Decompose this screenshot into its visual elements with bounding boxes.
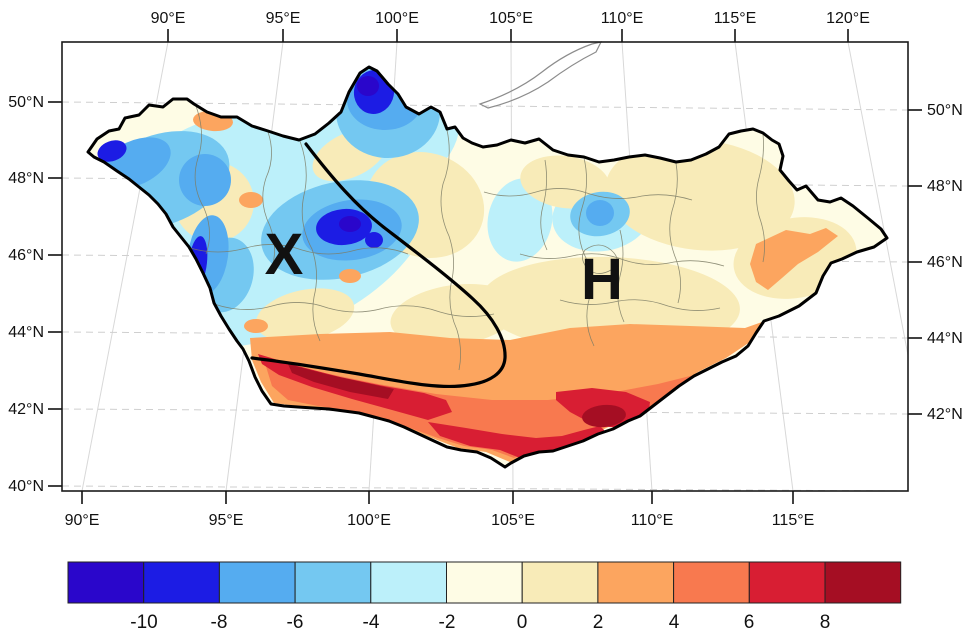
colorbar-tick-label: -6	[287, 612, 304, 632]
fill-navy	[357, 76, 379, 96]
fill-orange-spot	[339, 269, 361, 283]
axis-tick-label: 42°N	[8, 401, 44, 418]
fill-tan	[605, 139, 795, 251]
axis-labels: 90°E 95°E 100°E 105°E 110°E 115°E 120°E …	[8, 10, 963, 529]
high-center-marker: H	[581, 247, 623, 312]
fill-bright-blue	[97, 140, 127, 162]
fill-orange-east	[750, 228, 838, 290]
colorbar-cell	[294, 561, 372, 604]
axis-ticks	[48, 29, 922, 504]
axis-tick-label: 46°N	[8, 247, 44, 264]
axis-tick-label: 48°N	[8, 170, 44, 187]
analysis-contour	[250, 142, 507, 389]
colorbar-tick-label: -10	[130, 612, 157, 632]
axis-tick-label: 105°E	[491, 512, 535, 529]
fill-orange-spot	[244, 319, 268, 333]
axis-tick-label: 95°E	[266, 10, 301, 27]
axis-tick-label: 105°E	[489, 10, 533, 27]
fill-orange-spot	[88, 276, 109, 298]
fill-bright-blue	[365, 232, 383, 248]
baikal-outline	[478, 41, 603, 109]
axis-tick-label: 50°N	[927, 102, 963, 119]
colorbar-tick-label: -2	[439, 612, 456, 632]
colorbar-tick-label: 4	[669, 612, 680, 632]
colorbar-cell	[597, 561, 675, 604]
fill-light-orange	[250, 322, 762, 462]
axis-tick-label: 90°E	[151, 10, 186, 27]
colorbar-tick-label: 8	[820, 612, 831, 632]
axis-tick-label: 110°E	[631, 512, 674, 529]
contour-fill	[88, 67, 887, 467]
colorbar-cell	[446, 561, 523, 604]
colorbar-cell	[521, 561, 599, 604]
axis-tick-label: 44°N	[8, 324, 44, 341]
axis-tick-label: 100°E	[347, 512, 391, 529]
low-center-marker: X	[265, 222, 304, 287]
axis-tick-label: 120°E	[826, 10, 870, 27]
colorbar-tick-label: -4	[363, 612, 380, 632]
axis-tick-label: 48°N	[927, 178, 963, 195]
fill-orange-spot	[156, 290, 186, 310]
fill-blue	[179, 154, 231, 206]
fill-tan	[390, 283, 520, 347]
colorbar: -10 -8 -6 -4 -2 0 2 4 6 8	[67, 561, 902, 633]
colorbar-cell	[218, 561, 296, 604]
fill-orange-spot	[239, 192, 263, 208]
country-border	[86, 65, 889, 469]
colorbar-tick-label: 6	[744, 612, 755, 632]
axis-tick-label: 95°E	[209, 512, 244, 529]
axis-tick-label: 90°E	[65, 512, 100, 529]
fill-tan	[255, 288, 355, 342]
axis-tick-label: 46°N	[927, 254, 963, 271]
colorbar-cell	[67, 561, 145, 604]
colorbar-tick-label: 0	[517, 612, 528, 632]
fill-dark-red	[288, 364, 394, 399]
colorbar-tick-label: -8	[211, 612, 228, 632]
colorbar-cell	[370, 561, 447, 604]
province-borders	[189, 105, 765, 371]
fill-red	[428, 422, 608, 458]
axis-tick-label: 100°E	[375, 10, 419, 27]
axis-tick-label: 42°N	[927, 406, 963, 423]
colorbar-cell	[673, 561, 750, 604]
axis-tick-label: 115°E	[714, 10, 757, 27]
fill-deep-orange	[264, 356, 738, 458]
colorbar-cell	[748, 561, 826, 604]
fill-blue	[586, 200, 614, 226]
colorbar-tick-label: 2	[593, 612, 604, 632]
colorbar-cell	[143, 561, 220, 604]
fill-navy	[339, 216, 361, 232]
axis-tick-label: 40°N	[8, 478, 44, 495]
fill-dark-red	[582, 404, 626, 428]
colorbar-cell	[824, 561, 902, 604]
axis-tick-label: 110°E	[601, 10, 644, 27]
map-frame	[61, 41, 909, 492]
axis-tick-label: 50°N	[8, 94, 44, 111]
axis-tick-label: 44°N	[927, 330, 963, 347]
axis-tick-label: 115°E	[772, 512, 815, 529]
